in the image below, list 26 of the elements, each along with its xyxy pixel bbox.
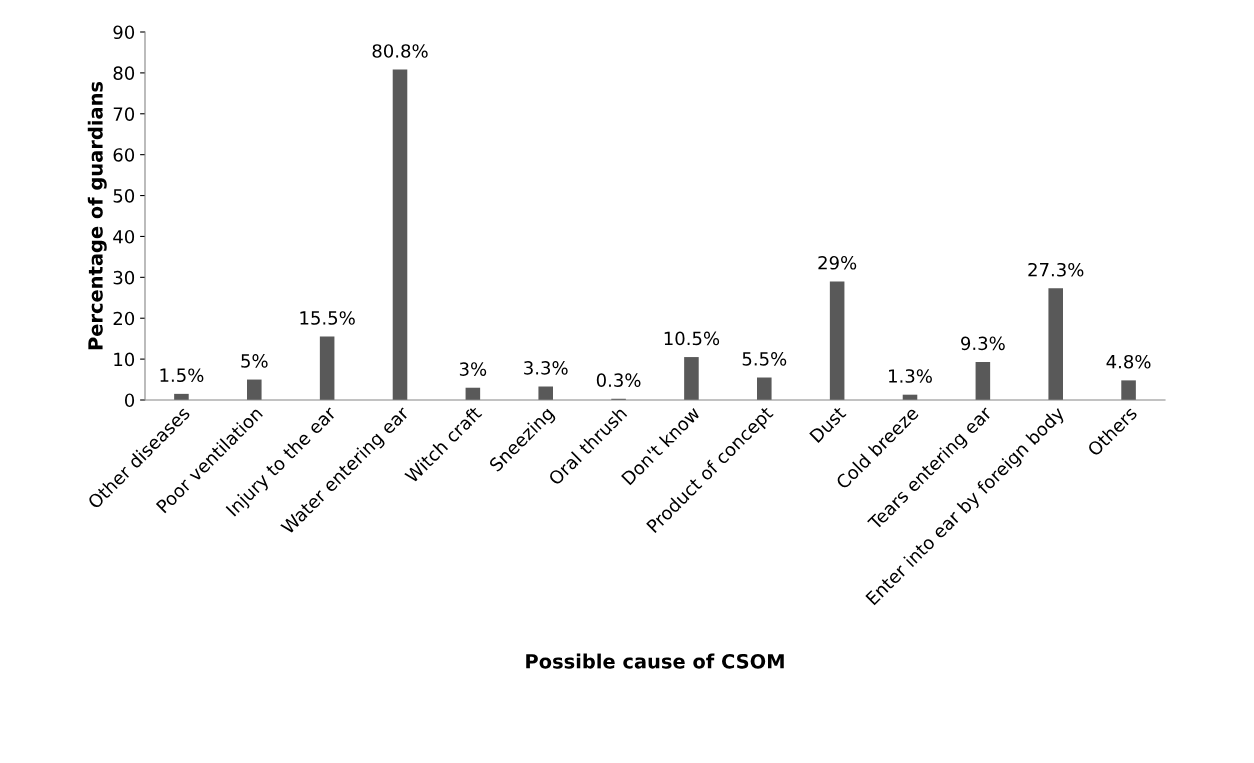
y-tick-label: 60 bbox=[113, 148, 135, 162]
data-label: 5% bbox=[241, 354, 268, 368]
data-label: 80.8% bbox=[372, 44, 428, 58]
y-tick-label: 0 bbox=[124, 393, 135, 408]
data-label: 9.3% bbox=[961, 336, 1005, 351]
y-tick-label: 90 bbox=[113, 25, 135, 40]
data-label: 3% bbox=[459, 362, 487, 376]
y-tick-label: 50 bbox=[113, 189, 135, 203]
y-tick-label: 80 bbox=[113, 66, 135, 81]
y-tick-label: 10 bbox=[114, 352, 135, 367]
data-label: 5.5% bbox=[742, 352, 787, 366]
y-tick-label: 30 bbox=[113, 270, 135, 285]
data-label: 0.3% bbox=[596, 373, 641, 387]
data-label: 1.3% bbox=[889, 369, 932, 383]
data-label: 4.8% bbox=[1106, 354, 1151, 369]
data-label: 1.5% bbox=[160, 368, 204, 383]
x-axis-title: Possible cause of CSOM bbox=[526, 653, 784, 669]
y-tick-label: 20 bbox=[113, 311, 135, 326]
data-label: 15.5% bbox=[300, 311, 355, 325]
y-axis-title: Percentage of guardians bbox=[87, 81, 107, 350]
data-label: 29% bbox=[818, 255, 857, 270]
data-label: 3.3% bbox=[524, 361, 568, 375]
y-tick-label: 70 bbox=[113, 107, 135, 121]
y-tick-label: 40 bbox=[113, 229, 135, 244]
data-label: 27.3% bbox=[1028, 262, 1084, 277]
data-label: 10.5% bbox=[664, 331, 720, 346]
